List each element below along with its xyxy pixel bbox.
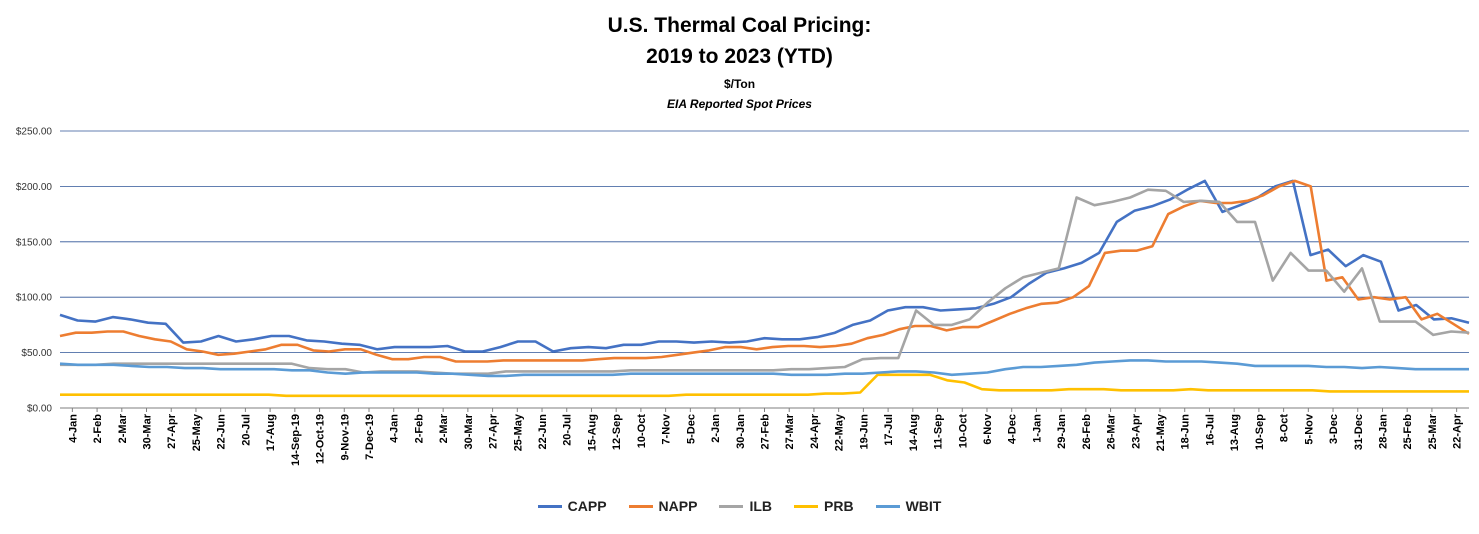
x-tick-label: 12-Sep — [611, 414, 623, 450]
legend-item-wbit: WBIT — [875, 498, 942, 514]
x-tick-label: 8-Oct — [1279, 414, 1291, 442]
x-tick-label: 13-Aug — [1229, 414, 1241, 451]
x-tick-label: 5-Dec — [685, 414, 697, 444]
series-line-napp — [59, 179, 1470, 363]
x-tick-label: 4-Dec — [1007, 414, 1019, 444]
x-tick-label: 4-Jan — [67, 414, 79, 443]
x-tick-label: 17-Aug — [265, 414, 277, 451]
series-line-prb — [60, 373, 1469, 398]
x-tick-label: 30-Mar — [463, 413, 475, 449]
x-tick-label: 11-Sep — [933, 414, 945, 450]
x-tick-label: 25-Mar — [1427, 413, 1439, 449]
y-tick-label: $200.00 — [16, 182, 53, 193]
x-tick-label: 7-Dec-19 — [364, 414, 376, 460]
y-tick-label: $100.00 — [16, 293, 53, 304]
x-tick-label: 22-May — [834, 413, 846, 451]
x-tick-label: 28-Jan — [1377, 414, 1389, 449]
x-tick-label: 5-Nov — [1303, 413, 1315, 444]
x-tick-label: 22-Jun — [537, 414, 549, 450]
x-tick-label: 14-Sep-19 — [290, 414, 302, 466]
chart-title: U.S. Thermal Coal Pricing: — [607, 14, 872, 37]
x-tick-label: 2-Feb — [413, 414, 425, 444]
y-tick-label: $150.00 — [16, 237, 53, 248]
x-tick-label: 27-Apr — [488, 413, 500, 449]
chart-title-line2: 2019 to 2023 (YTD) — [646, 45, 833, 68]
x-tick-label: 19-Jun — [858, 414, 870, 450]
legend-swatch — [794, 504, 819, 508]
x-tick-label: 20-Jul — [240, 414, 252, 446]
legend-label: ILB — [749, 498, 773, 514]
x-tick-label: 7-Nov — [661, 413, 673, 444]
x-tick-label: 12-Oct-19 — [315, 414, 327, 464]
x-tick-label: 25-May — [191, 413, 203, 451]
legend-label: PRB — [824, 498, 854, 514]
y-tick-label: $50.00 — [21, 348, 52, 359]
x-tick-label: 20-Jul — [562, 414, 574, 446]
x-tick-label: 25-May — [512, 413, 524, 451]
x-tick-label: 2-Mar — [117, 413, 129, 443]
x-tick-label: 2-Mar — [438, 413, 450, 443]
legend: CAPP NAPP ILB PRB WBIT — [0, 498, 1479, 514]
legend-label: NAPP — [658, 498, 698, 514]
x-tick-label: 22-Apr — [1452, 413, 1464, 449]
y-tick-label: $0.00 — [27, 404, 52, 415]
x-tick-label: 24-Apr — [809, 413, 821, 449]
legend-swatch — [628, 504, 653, 508]
x-tick-label: 23-Apr — [1130, 413, 1142, 449]
x-tick-label: 30-Jan — [735, 414, 747, 449]
x-tick-label: 29-Jan — [1056, 414, 1068, 449]
x-tick-label: 1-Jan — [1031, 414, 1043, 443]
x-tick-label: 15-Aug — [586, 414, 598, 451]
chart-subtitle: $/Ton — [723, 77, 756, 91]
x-tick-label: 31-Dec — [1353, 414, 1365, 450]
legend-item-capp: CAPP — [537, 498, 607, 514]
x-tick-label: 27-Apr — [166, 413, 178, 449]
x-tick-label: 25-Feb — [1402, 414, 1414, 450]
x-tick-label: 9-Nov-19 — [339, 414, 351, 460]
legend-label: WBIT — [905, 498, 942, 514]
x-tick-label: 22-Jun — [216, 414, 228, 450]
x-tick-label: 6-Nov — [982, 413, 994, 444]
x-tick-label: 27-Mar — [784, 413, 796, 449]
y-tick-label: $250.00 — [16, 127, 53, 138]
legend-label: CAPP — [567, 498, 607, 514]
legend-swatch — [537, 504, 562, 508]
series-line-wbit — [59, 359, 1469, 378]
legend-swatch — [719, 504, 744, 508]
x-tick-label: 3-Dec — [1328, 414, 1340, 444]
x-tick-label: 14-Aug — [908, 414, 920, 451]
x-tick-label: 26-Feb — [1081, 414, 1093, 450]
legend-swatch — [875, 504, 900, 508]
x-tick-label: 2-Jan — [710, 414, 722, 443]
x-tick-label: 10-Sep — [1254, 414, 1266, 450]
x-tick-label: 16-Jul — [1204, 414, 1216, 446]
legend-item-prb: PRB — [794, 498, 854, 514]
x-tick-label: 10-Oct — [636, 414, 648, 449]
x-tick-label: 17-Jul — [883, 414, 895, 446]
legend-item-napp: NAPP — [628, 498, 698, 514]
legend-item-ilb: ILB — [719, 498, 772, 514]
x-tick-label: 30-Mar — [142, 413, 154, 449]
x-tick-label: 10-Oct — [957, 414, 969, 449]
series-line-ilb — [60, 188, 1470, 376]
x-tick-label: 21-May — [1155, 413, 1167, 451]
series-line-capp — [59, 179, 1470, 353]
x-tick-label: 18-Jun — [1180, 414, 1192, 450]
x-tick-label: 26-Mar — [1106, 413, 1118, 449]
x-tick-label: 2-Feb — [92, 414, 104, 444]
chart-source-note: EIA Reported Spot Prices — [667, 97, 812, 111]
x-tick-label: 27-Feb — [760, 414, 772, 450]
x-tick-label: 4-Jan — [389, 414, 401, 443]
